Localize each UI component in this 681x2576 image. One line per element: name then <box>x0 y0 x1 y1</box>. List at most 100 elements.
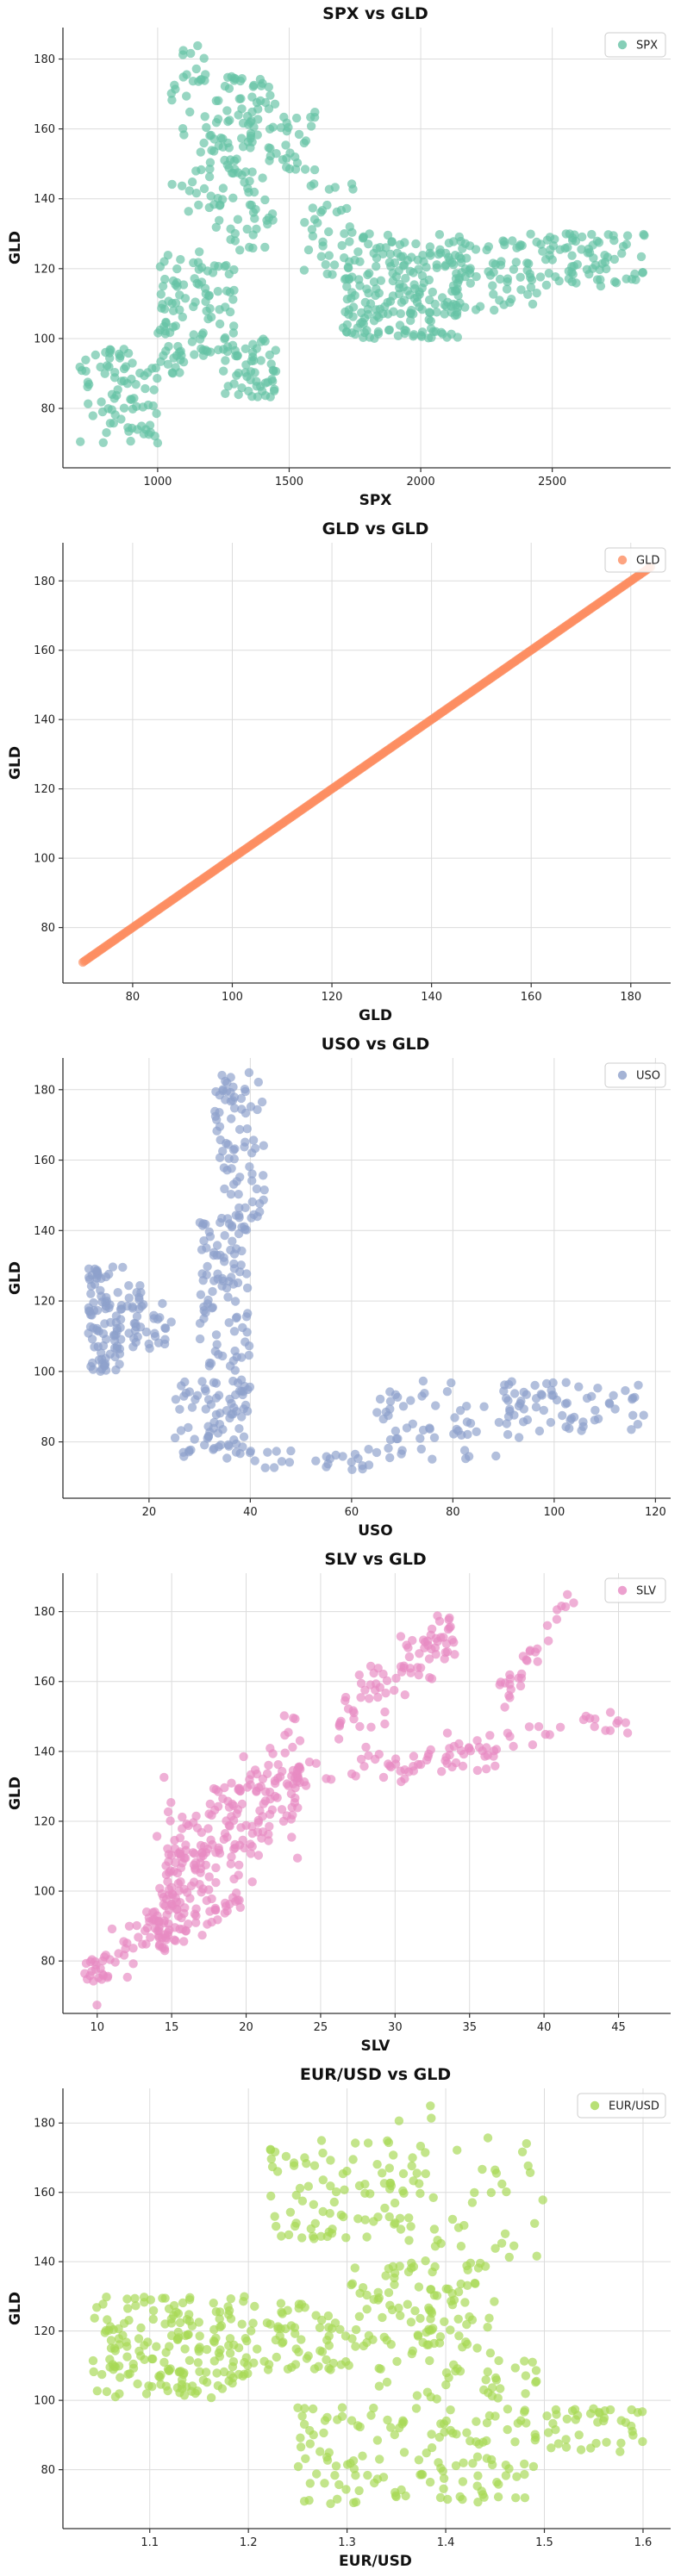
data-point <box>191 297 200 307</box>
data-point <box>605 1726 615 1735</box>
data-point <box>175 2318 185 2328</box>
data-point <box>541 1378 552 1389</box>
data-point <box>217 2384 228 2393</box>
data-point <box>211 1378 222 1388</box>
data-point <box>594 238 604 247</box>
data-point <box>460 272 470 282</box>
data-point <box>195 2367 204 2376</box>
data-point <box>111 1317 121 1328</box>
data-point <box>305 2479 315 2488</box>
data-point <box>490 2297 499 2306</box>
data-point <box>536 240 546 249</box>
data-point <box>226 2294 235 2304</box>
data-point <box>182 91 191 101</box>
data-point <box>291 2344 301 2354</box>
data-point <box>587 229 597 240</box>
legend: EUR/USD <box>577 2093 666 2119</box>
scatter-chart-4: 10 15 20 25 30 35 40 45 80 100 120 140 160 180 SLV vs … <box>7 1550 671 2055</box>
data-point <box>107 1924 117 1934</box>
data-point <box>227 1852 236 1862</box>
data-point <box>227 1114 236 1123</box>
x-tick-label: 120 <box>645 1506 666 1519</box>
data-point <box>311 2311 321 2320</box>
data-point <box>409 280 419 289</box>
data-point <box>322 2336 332 2345</box>
data-point <box>160 327 170 336</box>
data-point <box>104 362 114 371</box>
data-point <box>472 2417 481 2426</box>
data-point <box>248 2318 258 2328</box>
data-point <box>371 1685 380 1695</box>
data-point <box>371 290 380 301</box>
data-point <box>256 356 266 365</box>
data-point <box>414 2282 424 2292</box>
data-point <box>218 1147 228 1156</box>
data-point <box>215 215 224 225</box>
data-point <box>563 243 572 252</box>
x-tick-label: 120 <box>322 991 343 1004</box>
data-point <box>141 2389 152 2399</box>
data-point <box>115 1360 124 1369</box>
data-point <box>273 1760 283 1770</box>
data-point <box>240 1843 249 1853</box>
data-point <box>152 408 161 419</box>
data-point <box>456 2279 465 2289</box>
data-point <box>497 2179 507 2189</box>
data-point <box>199 138 209 148</box>
data-point <box>472 1765 483 1776</box>
data-point <box>218 1425 228 1434</box>
data-point <box>212 1340 222 1349</box>
data-point <box>326 2181 335 2191</box>
data-point <box>169 2311 178 2320</box>
data-point <box>520 2459 529 2469</box>
data-point <box>485 271 496 280</box>
data-point <box>272 1793 282 1802</box>
data-point <box>442 1387 453 1397</box>
data-point <box>456 1745 466 1756</box>
data-point <box>482 245 491 255</box>
data-point <box>337 2403 347 2412</box>
data-point <box>154 1916 164 1926</box>
data-point <box>219 366 228 376</box>
data-point <box>408 2346 417 2355</box>
data-point <box>428 2193 438 2202</box>
data-point <box>372 2160 382 2169</box>
data-point <box>426 251 435 260</box>
data-point <box>363 2470 372 2480</box>
data-point <box>264 1829 273 1839</box>
data-point <box>383 2415 392 2425</box>
data-point <box>204 1227 214 1237</box>
data-point <box>186 48 196 59</box>
data-point <box>190 350 199 359</box>
data-point <box>226 1073 235 1082</box>
data-point <box>252 1184 262 1194</box>
data-point <box>425 242 435 252</box>
data-point <box>522 2138 531 2149</box>
data-point <box>308 2404 318 2414</box>
data-point <box>122 1972 132 1982</box>
data-point <box>364 289 373 298</box>
data-point <box>168 306 178 315</box>
data-point <box>434 230 445 240</box>
legend-label: USO <box>636 1070 660 1083</box>
data-point <box>196 147 205 157</box>
data-point <box>119 376 129 386</box>
data-point <box>494 2355 503 2366</box>
data-point <box>412 297 422 307</box>
data-point <box>400 328 409 339</box>
data-point <box>96 1285 105 1296</box>
data-points <box>80 1590 633 2010</box>
data-point <box>333 2415 342 2424</box>
data-point <box>495 274 505 284</box>
data-point <box>231 1210 241 1220</box>
data-point <box>404 1652 415 1662</box>
data-point <box>228 1145 239 1155</box>
data-point <box>199 1314 209 1323</box>
data-point <box>264 143 273 152</box>
data-point <box>356 1693 365 1702</box>
data-point <box>353 247 363 257</box>
data-point <box>96 362 105 372</box>
data-point <box>241 1400 251 1410</box>
data-point <box>472 2343 482 2353</box>
data-point <box>191 189 202 198</box>
